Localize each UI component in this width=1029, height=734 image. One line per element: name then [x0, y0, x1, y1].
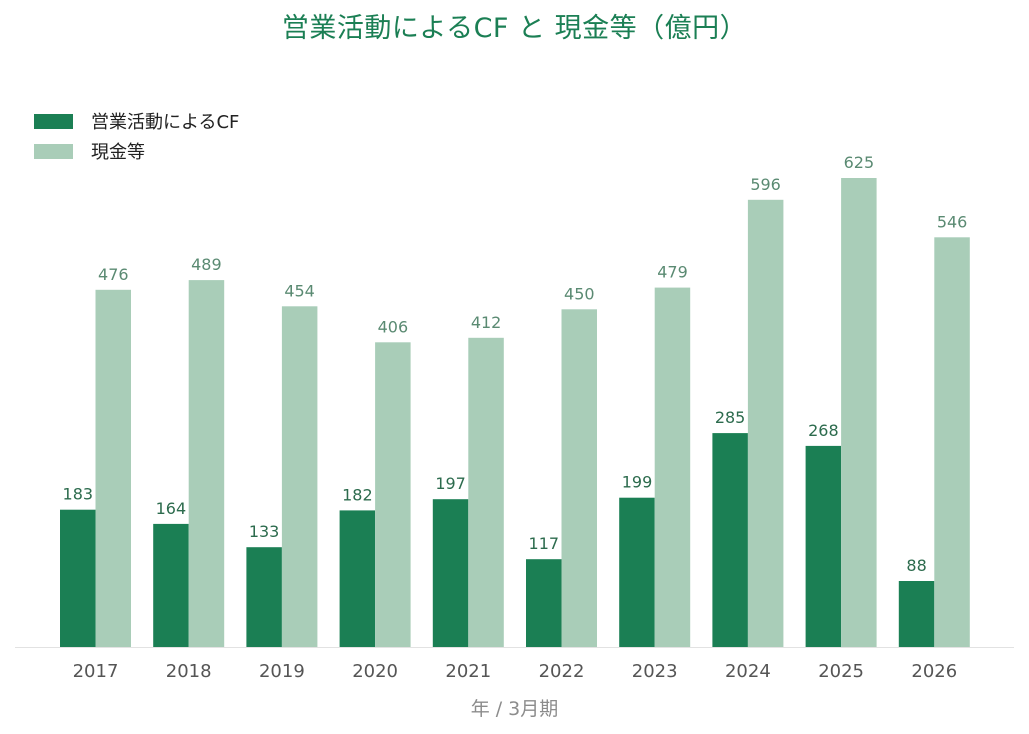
data-label-cash-2022: 450 [564, 284, 595, 303]
bar-cash-2022 [561, 309, 597, 647]
bar-operating-cf-2022 [526, 559, 562, 647]
legend-swatch-cash [34, 143, 73, 159]
bar-cash-2018 [188, 280, 225, 647]
x-tick-label-2019: 2019 [259, 661, 305, 682]
x-tick-label-2026: 2026 [911, 661, 957, 682]
bar-cash-2025 [841, 178, 877, 647]
data-label-operating-cf-2022: 117 [529, 534, 560, 553]
data-label-operating-cf-2021: 197 [435, 474, 466, 493]
data-label-cash-2017: 476 [98, 265, 129, 284]
data-label-cash-2018: 489 [191, 255, 222, 274]
bar-cash-2019 [281, 306, 318, 647]
data-label-operating-cf-2018: 164 [156, 499, 187, 518]
bar-cash-2024 [747, 199, 784, 648]
data-label-operating-cf-2026: 88 [906, 556, 926, 575]
data-label-cash-2020: 406 [378, 317, 409, 336]
bar-operating-cf-2024 [712, 433, 748, 647]
bar-operating-cf-2026 [898, 581, 935, 647]
data-label-operating-cf-2019: 133 [249, 522, 280, 541]
bar-operating-cf-2025 [805, 445, 842, 647]
x-tick-label-2022: 2022 [539, 661, 585, 682]
bar-cash-2017 [95, 289, 131, 647]
data-label-operating-cf-2023: 199 [622, 473, 653, 492]
bar-operating-cf-2023 [619, 497, 655, 647]
data-label-operating-cf-2020: 182 [342, 485, 373, 504]
data-label-operating-cf-2024: 285 [715, 408, 746, 427]
data-label-cash-2026: 546 [937, 212, 968, 231]
x-tick-label-2018: 2018 [166, 661, 212, 682]
x-tick-label-2024: 2024 [725, 661, 771, 682]
x-tick-label-2021: 2021 [445, 661, 491, 682]
data-label-cash-2021: 412 [471, 313, 502, 332]
legend-item-cash: 現金等 [34, 136, 239, 166]
data-label-cash-2025: 625 [844, 153, 875, 172]
bar-operating-cf-2019 [246, 547, 282, 647]
data-label-cash-2019: 454 [284, 281, 315, 300]
data-label-operating-cf-2025: 268 [808, 421, 839, 440]
chart-title: 営業活動によるCF と 現金等（億円） [281, 13, 748, 44]
bar-operating-cf-2020 [339, 510, 376, 647]
x-tick-label-2023: 2023 [632, 661, 678, 682]
legend-swatch-operating-cf [34, 113, 73, 129]
bar-operating-cf-2017 [60, 509, 96, 647]
bar-cash-2021 [468, 337, 504, 647]
x-tick-label-2020: 2020 [352, 661, 398, 682]
bar-operating-cf-2021 [432, 499, 469, 647]
legend-item-operating-cf: 営業活動によるCF [34, 106, 239, 136]
bar-cash-2023 [654, 287, 691, 647]
bar-cash-2026 [934, 237, 970, 648]
x-tick-label-2025: 2025 [818, 661, 864, 682]
data-label-cash-2023: 479 [657, 263, 688, 282]
data-label-cash-2024: 596 [750, 175, 781, 194]
bar-operating-cf-2018 [153, 523, 189, 647]
x-axis-label: 年 / 3月期 [470, 698, 559, 720]
legend-label-cash: 現金等 [91, 142, 145, 163]
x-tick-label-2017: 2017 [73, 661, 119, 682]
data-label-operating-cf-2017: 183 [63, 485, 94, 504]
legend: 営業活動によるCF 現金等 [34, 106, 239, 166]
legend-label-operating-cf: 営業活動によるCF [91, 112, 240, 133]
bar-cash-2020 [375, 342, 411, 647]
